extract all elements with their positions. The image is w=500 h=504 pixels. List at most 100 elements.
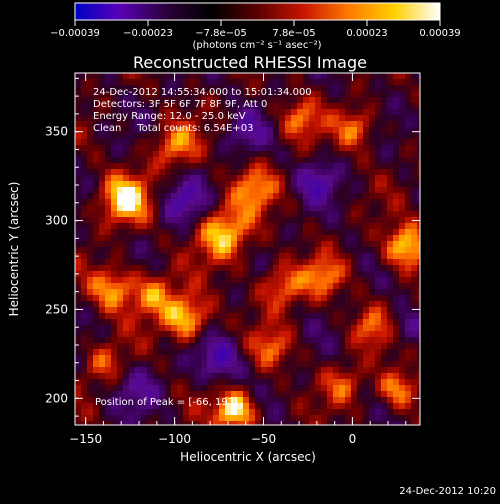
heatmap-cell	[339, 259, 345, 265]
heatmap-cell	[87, 91, 93, 97]
heatmap-cell	[303, 211, 309, 217]
heatmap-cell	[237, 355, 243, 361]
heatmap-cell	[177, 421, 183, 425]
heatmap-cell	[351, 97, 357, 103]
heatmap-cell	[93, 151, 99, 157]
heatmap-cell	[219, 391, 225, 397]
heatmap-cell	[183, 397, 189, 403]
heatmap-cell	[309, 211, 315, 217]
heatmap-cell	[195, 103, 201, 109]
heatmap-cell	[333, 127, 339, 133]
heatmap-cell	[279, 307, 285, 313]
heatmap-cell	[201, 235, 207, 241]
heatmap-cell	[201, 367, 207, 373]
heatmap-cell	[351, 289, 357, 295]
heatmap-cell	[303, 367, 309, 373]
heatmap-cell	[261, 115, 267, 121]
heatmap-cell	[285, 361, 291, 367]
heatmap-cell	[303, 127, 309, 133]
heatmap-cell	[231, 307, 237, 313]
heatmap-cell	[177, 337, 183, 343]
heatmap-cell	[117, 259, 123, 265]
heatmap-cell	[303, 163, 309, 169]
heatmap-cell	[189, 151, 195, 157]
heatmap-cell	[267, 337, 273, 343]
heatmap-cell	[81, 211, 87, 217]
heatmap-cell	[117, 253, 123, 259]
heatmap-cell	[309, 175, 315, 181]
heatmap-cell	[81, 79, 87, 85]
heatmap-cell	[201, 103, 207, 109]
heatmap-cell	[375, 199, 381, 205]
heatmap-cell	[213, 211, 219, 217]
heatmap-cell	[321, 277, 327, 283]
heatmap-cell	[129, 313, 135, 319]
heatmap-cell	[75, 259, 81, 265]
heatmap-cell	[411, 199, 417, 205]
heatmap-cell	[273, 205, 279, 211]
heatmap-cell	[357, 319, 363, 325]
heatmap-cell	[387, 277, 393, 283]
heatmap-cell	[213, 91, 219, 97]
heatmap-cell	[147, 109, 153, 115]
heatmap-cell	[117, 115, 123, 121]
heatmap-cell	[81, 355, 87, 361]
heatmap-cell	[351, 283, 357, 289]
heatmap-cell	[135, 151, 141, 157]
heatmap-cell	[159, 307, 165, 313]
heatmap-cell	[153, 391, 159, 397]
heatmap-cell	[333, 325, 339, 331]
heatmap-cell	[261, 331, 267, 337]
heatmap-cell	[87, 217, 93, 223]
heatmap-cell	[81, 283, 87, 289]
heatmap-cell	[231, 325, 237, 331]
heatmap-cell	[315, 121, 321, 127]
heatmap-cell	[183, 181, 189, 187]
heatmap-cell	[189, 169, 195, 175]
heatmap-cell	[279, 163, 285, 169]
heatmap-cell	[129, 283, 135, 289]
heatmap-cell	[147, 349, 153, 355]
heatmap-cell	[75, 373, 81, 379]
heatmap-cell	[111, 217, 117, 223]
heatmap-cell	[75, 313, 81, 319]
heatmap-cell	[303, 379, 309, 385]
heatmap-cell	[153, 349, 159, 355]
heatmap-cell	[381, 397, 387, 403]
heatmap-cell	[219, 373, 225, 379]
heatmap-cell	[345, 151, 351, 157]
heatmap-cell	[345, 127, 351, 133]
heatmap-cell	[417, 361, 420, 367]
heatmap-cell	[135, 97, 141, 103]
heatmap-cell	[171, 223, 177, 229]
heatmap-cell	[243, 109, 249, 115]
heatmap-cell	[393, 349, 399, 355]
heatmap-cell	[93, 109, 99, 115]
heatmap-cell	[195, 121, 201, 127]
heatmap-cell	[99, 217, 105, 223]
heatmap-cell	[219, 175, 225, 181]
heatmap-cell	[309, 385, 315, 391]
heatmap-cell	[393, 397, 399, 403]
heatmap-cell	[267, 379, 273, 385]
heatmap-cell	[303, 97, 309, 103]
heatmap-cell	[357, 337, 363, 343]
heatmap-cell	[405, 157, 411, 163]
heatmap-cell	[417, 247, 420, 253]
heatmap-cell	[399, 385, 405, 391]
heatmap-cell	[357, 289, 363, 295]
heatmap-cell	[255, 421, 261, 425]
heatmap-cell	[237, 241, 243, 247]
heatmap-cell	[297, 229, 303, 235]
heatmap-cell	[123, 283, 129, 289]
heatmap-cell	[327, 157, 333, 163]
heatmap-cell	[351, 175, 357, 181]
heatmap-cell	[213, 121, 219, 127]
heatmap-cell	[363, 73, 369, 79]
heatmap-cell	[339, 73, 345, 79]
heatmap-cell	[351, 109, 357, 115]
heatmap-cell	[183, 361, 189, 367]
heatmap-cell	[411, 235, 417, 241]
heatmap-cell	[315, 85, 321, 91]
heatmap-cell	[267, 367, 273, 373]
